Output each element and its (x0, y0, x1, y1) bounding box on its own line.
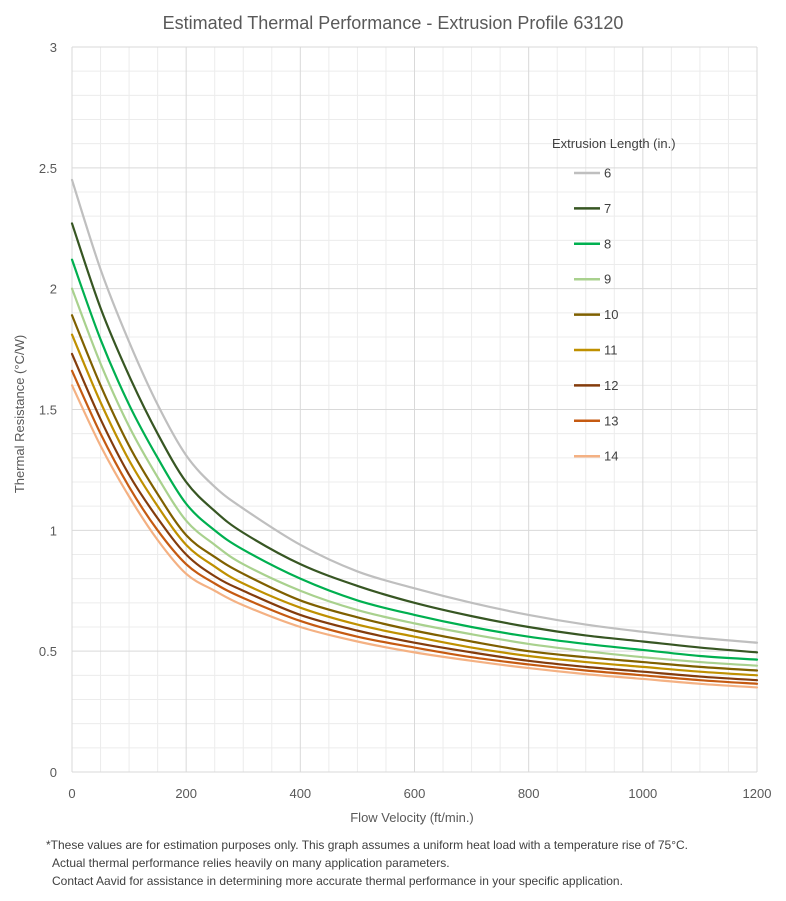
series-line-8 (70, 258, 759, 661)
legend-label-8: 8 (604, 236, 611, 251)
x-tick-label: 400 (289, 786, 311, 801)
y-axis-title: Thermal Resistance (°C/W) (12, 335, 27, 493)
y-tick-label: 1.5 (39, 403, 57, 418)
legend: 6 7 8 9 10 11 12 13 14 (574, 166, 618, 464)
legend-label-9: 9 (604, 272, 611, 287)
legend-title: Extrusion Length (in.) (552, 136, 676, 151)
x-tick-label: 200 (175, 786, 197, 801)
x-tick-label: 600 (404, 786, 426, 801)
footnote-line-1: *These values are for estimation purpose… (46, 838, 689, 852)
legend-label-7: 7 (604, 201, 611, 216)
y-tick-label: 1 (50, 523, 57, 538)
x-axis-tick-labels: 0 200 400 600 800 1000 1200 (68, 786, 771, 801)
series-line-6 (70, 178, 759, 644)
series-line-7 (70, 222, 759, 654)
y-tick-label: 0 (50, 765, 57, 780)
series-line-9 (70, 287, 759, 667)
x-tick-label: 0 (68, 786, 75, 801)
x-tick-label: 800 (518, 786, 540, 801)
y-tick-label: 0.5 (39, 644, 57, 659)
y-axis-tick-labels: 0 0.5 1 1.5 2 2.5 3 (39, 40, 57, 780)
thermal-performance-chart: Estimated Thermal Performance - Extrusio… (12, 13, 771, 825)
legend-label-14: 14 (604, 449, 618, 464)
series-line-10 (70, 314, 759, 672)
x-axis-title: Flow Velocity (ft/min.) (350, 810, 474, 825)
footnote-line-2: Actual thermal performance relies heavil… (52, 856, 450, 870)
series-line-13 (70, 369, 759, 685)
y-tick-label: 2.5 (39, 161, 57, 176)
chart-title: Estimated Thermal Performance - Extrusio… (163, 13, 624, 33)
x-tick-label: 1200 (743, 786, 772, 801)
legend-label-13: 13 (604, 413, 618, 428)
legend-label-10: 10 (604, 307, 618, 322)
legend-label-12: 12 (604, 378, 618, 393)
x-tick-label: 1000 (628, 786, 657, 801)
legend-label-6: 6 (604, 166, 611, 181)
legend-label-11: 11 (604, 343, 618, 358)
series-line-14 (70, 384, 759, 689)
series-line-12 (70, 352, 759, 682)
y-tick-label: 3 (50, 40, 57, 55)
y-tick-label: 2 (50, 282, 57, 297)
series-line-11 (70, 333, 759, 677)
series-lines (70, 178, 759, 689)
footnote: *These values are for estimation purpose… (46, 836, 781, 890)
footnote-line-3: Contact Aavid for assistance in determin… (52, 874, 623, 888)
